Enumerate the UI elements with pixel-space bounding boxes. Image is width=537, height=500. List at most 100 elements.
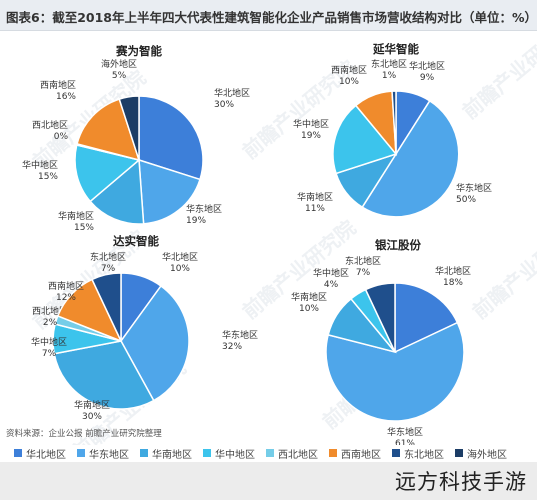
legend-swatch <box>14 449 22 457</box>
slice-label: 华中地区 <box>22 159 58 171</box>
slice-value-label: 16% <box>56 92 76 102</box>
slice-label: 东北地区 <box>371 58 407 70</box>
slice-value-label: 19% <box>186 216 206 226</box>
legend-swatch <box>203 449 211 457</box>
slice-value-label: 10% <box>339 77 359 87</box>
legend: 华北地区 华东地区 华南地区 华中地区 西北地区 西南地区 东北地区 海外地区 <box>14 446 524 461</box>
slice-value-label: 11% <box>305 204 325 214</box>
slice-value-label: 18% <box>443 278 463 288</box>
slice-value-label: 30% <box>214 100 234 110</box>
legend-label: 西北地区 <box>278 449 318 461</box>
slice-label: 海外地区 <box>101 58 137 70</box>
legend-label: 华东地区 <box>89 449 129 461</box>
watermark-text: 前瞻产业研究院 <box>468 215 537 323</box>
slice-label: 西南地区 <box>40 79 76 91</box>
slice-label: 华东地区 <box>387 426 423 438</box>
slice-value-label: 50% <box>456 195 476 205</box>
legend-label: 华北地区 <box>26 449 66 461</box>
bottom-band: 远方科技手游 <box>0 462 537 500</box>
pie-slice <box>138 95 204 181</box>
slice-label: 西南地区 <box>48 280 84 292</box>
legend-item: 海外地区 <box>455 446 507 461</box>
slice-value-label: 10% <box>170 264 190 274</box>
legend-swatch <box>392 449 400 457</box>
slice-label: 华中地区 <box>293 118 329 130</box>
slice-label: 华北地区 <box>435 265 471 277</box>
pie-slice <box>138 158 201 225</box>
slice-value-label: 1% <box>382 71 397 81</box>
legend-swatch <box>77 449 85 457</box>
slice-value-label: 15% <box>38 172 58 182</box>
pie-title: 达实智能 <box>113 234 159 248</box>
legend-item: 西北地区 <box>266 446 318 461</box>
pie-title: 银江股份 <box>375 238 421 252</box>
chart-figure-title: 图表6：截至2018年上半年四大代表性建筑智能化企业产品销售市场营收结构对比（单… <box>6 10 537 25</box>
pie-slice <box>53 340 155 410</box>
slice-value-label: 7% <box>356 268 371 278</box>
legend-label: 华南地区 <box>152 449 192 461</box>
slice-label: 华东地区 <box>456 182 492 194</box>
pie-slice <box>74 144 141 203</box>
slice-value-label: 5% <box>112 71 127 81</box>
pie-slice <box>89 158 145 225</box>
slice-value-label: 32% <box>222 342 242 352</box>
source-note: 资料来源：企业公报 前瞻产业研究院整理 <box>6 429 162 439</box>
slice-value-label: 10% <box>299 304 319 314</box>
slice-value-label: 9% <box>420 73 435 83</box>
pie-slice <box>120 284 190 402</box>
slice-label: 华北地区 <box>409 60 445 72</box>
slice-label: 华南地区 <box>74 399 110 411</box>
slice-value-label: 4% <box>324 280 339 290</box>
pie-slice <box>118 95 140 161</box>
watermark-text: 前瞻产业研究院 <box>458 15 537 123</box>
pie-slice <box>391 90 397 155</box>
slice-label: 华南地区 <box>297 191 333 203</box>
slice-label: 华北地区 <box>214 87 250 99</box>
brand-watermark: 远方科技手游 <box>395 470 527 494</box>
slice-label: 西北地区 <box>32 119 68 131</box>
slice-label: 西南地区 <box>331 64 367 76</box>
slice-value-label: 15% <box>74 223 94 233</box>
legend-item: 华中地区 <box>203 446 255 461</box>
pie-slice <box>361 99 460 218</box>
legend-swatch <box>140 449 148 457</box>
slice-value-label: 12% <box>56 293 76 303</box>
pie-slice <box>91 272 122 342</box>
slice-label: 华中地区 <box>31 336 67 348</box>
pie-title: 赛为智能 <box>115 44 162 58</box>
pie-chart-1: 赛为智能华北地区30%华东地区19%华南地区15%华中地区15%西北地区0%西南… <box>22 44 250 233</box>
pie-slice <box>332 104 398 175</box>
slice-value-label: 7% <box>42 349 57 359</box>
legend-item: 华北地区 <box>14 446 66 461</box>
pie-slice <box>394 282 459 354</box>
slice-label: 华南地区 <box>291 291 327 303</box>
pie-title: 延华智能 <box>372 42 419 56</box>
legend-swatch <box>266 449 274 457</box>
legend-label: 海外地区 <box>467 449 507 461</box>
slice-label: 东北地区 <box>90 251 126 263</box>
legend-item: 华南地区 <box>140 446 192 461</box>
slice-label: 华南地区 <box>58 210 94 222</box>
legend-label: 华中地区 <box>215 449 255 461</box>
slice-label: 华东地区 <box>222 329 258 341</box>
legend-item: 东北地区 <box>392 446 444 461</box>
slice-label: 华北地区 <box>162 251 198 263</box>
legend-item: 华东地区 <box>77 446 129 461</box>
title-bar: 图表6：截至2018年上半年四大代表性建筑智能化企业产品销售市场营收结构对比（单… <box>0 0 537 31</box>
slice-value-label: 19% <box>301 131 321 141</box>
pie-charts-canvas: 前瞻产业研究院前瞻产业研究院前瞻产业研究院前瞻产业研究院前瞻产业研究院前瞻产业研… <box>22 15 537 445</box>
pie-slice <box>325 321 465 422</box>
slice-value-label: 61% <box>395 439 415 445</box>
slice-label: 东北地区 <box>345 255 381 267</box>
pie-slice <box>364 282 396 353</box>
slice-value-label: 2% <box>43 318 58 328</box>
slice-value-label: 7% <box>101 264 116 274</box>
legend-item: 西南地区 <box>329 446 381 461</box>
legend-label: 东北地区 <box>404 449 444 461</box>
legend-label: 西南地区 <box>341 449 381 461</box>
slice-label: 华中地区 <box>313 267 349 279</box>
slice-value-label: 30% <box>82 412 102 422</box>
slice-value-label: 0% <box>54 132 69 142</box>
